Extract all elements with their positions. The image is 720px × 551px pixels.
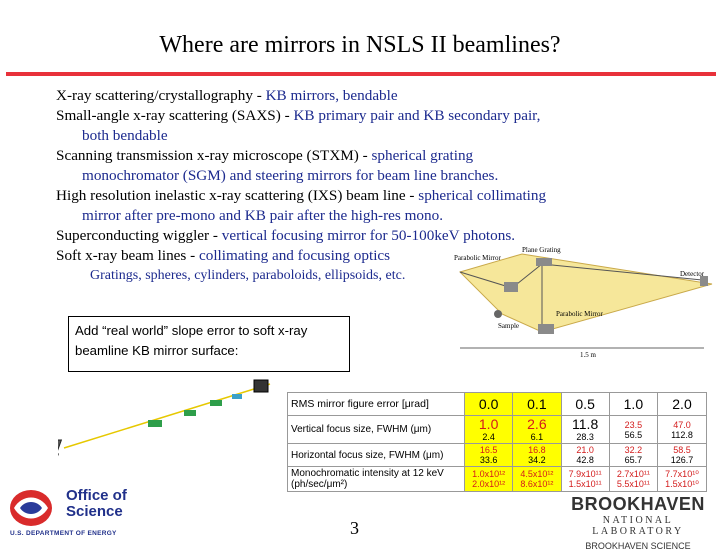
bullet-detail: KB mirrors, bendable [266,87,398,104]
bullet-detail: KB primary pair and KB secondary pair, [293,107,540,124]
table-cell: 0.1 [513,393,561,416]
diagram-label: Sample [498,322,519,330]
parabolic-mirror-1 [504,282,518,292]
bullet-item: High resolution inelastic x-ray scatteri… [56,186,706,226]
kb-performance-table: RMS mirror figure error [μrad] 0.0 0.1 0… [287,392,707,492]
bullet-lead: Soft x-ray beam lines - [56,247,199,264]
bullet-detail: collimating and focusing optics [199,247,390,264]
diagram-label: Detector [680,270,705,278]
diagram-label: Parabolic Mirror [454,254,502,262]
national-laboratory-text: NATIONAL LABORATORY [560,515,716,537]
plane-grating [536,258,552,266]
slope-error-note: Add “real world” slope error to soft x-r… [68,316,350,372]
beamline-schematic: Parabolic Mirror Plane Grating Detector … [452,244,720,360]
page-number: 3 [350,518,359,539]
diagram-label: Plane Grating [522,246,561,254]
bullet-item: Superconducting wiggler - vertical focus… [56,226,706,246]
table-row: RMS mirror figure error [μrad] 0.0 0.1 0… [288,393,707,416]
bullet-lead: High resolution inelastic x-ray scatteri… [56,187,418,204]
table-row: Monochromatic intensity at 12 keV(ph/sec… [288,467,707,492]
sub-bullet: Gratings, spheres, cylinders, paraboloid… [90,268,405,284]
detector-block [254,380,268,392]
bullet-item: X-ray scattering/crystallography - KB mi… [56,86,706,106]
mirror-green [148,420,162,427]
bullet-lead: X-ray scattering/crystallography - [56,87,266,104]
mirror-green [210,400,222,406]
bullet-continuation: monochromator (SGM) and steering mirrors… [56,166,706,186]
bullet-lead: Superconducting wiggler - [56,227,222,244]
kb-mirror-rendering [58,378,290,470]
brookhaven-science-text: BROOKHAVEN SCIENCE [560,541,716,551]
scale-label: 1.5 m [580,351,597,359]
diagram-label: Parabolic Mirror [556,310,604,318]
slide-title: Where are mirrors in NSLS II beamlines? [0,32,720,59]
bullet-continuation: mirror after pre-mono and KB pair after … [56,206,706,226]
doe-emblem-icon [8,488,54,528]
bullet-item: Scanning transmission x-ray microscope (… [56,146,706,186]
bullet-lead: Scanning transmission x-ray microscope (… [56,147,372,164]
title-divider [6,72,716,76]
row-label: Monochromatic intensity at 12 keV(ph/sec… [288,467,465,492]
doe-office-of-science-logo: Office of Science U.S. DEPARTMENT OF ENE… [4,484,174,538]
table-cell: 0.5 [561,393,609,416]
bullet-item: Small-angle x-ray scattering (SAXS) - KB… [56,106,706,146]
brookhaven-logo: BROOKHAVEN NATIONAL LABORATORY BROOKHAVE… [560,494,716,551]
mirror-blue [232,394,242,399]
bullet-lead: Small-angle x-ray scattering (SAXS) - [56,107,293,124]
table-cell: 0.0 [465,393,513,416]
mirror-block [58,440,61,450]
table-cell: 1.0 [609,393,657,416]
sample [494,310,502,318]
bullet-detail: spherical collimating [418,187,546,204]
row-label: RMS mirror figure error [μrad] [288,393,465,416]
bullet-detail: vertical focusing mirror for 50-100keV p… [222,227,515,244]
office-of-science-text: Office of Science [66,488,127,520]
parabolic-mirror-2 [538,324,554,334]
table-cell: 2.0 [658,393,707,416]
bullet-detail: spherical grating [372,147,474,164]
doe-department-text: U.S. DEPARTMENT OF ENERGY [10,530,117,537]
bullet-continuation: both bendable [56,126,706,146]
mirror-green [184,410,196,416]
brookhaven-wordmark: BROOKHAVEN [560,494,716,515]
beam-path [64,384,270,448]
row-label: Horizontal focus size, FWHM (μm) [288,444,465,467]
bullet-list: X-ray scattering/crystallography - KB mi… [56,86,706,266]
row-label: Vertical focus size, FWHM (μm) [288,416,465,444]
